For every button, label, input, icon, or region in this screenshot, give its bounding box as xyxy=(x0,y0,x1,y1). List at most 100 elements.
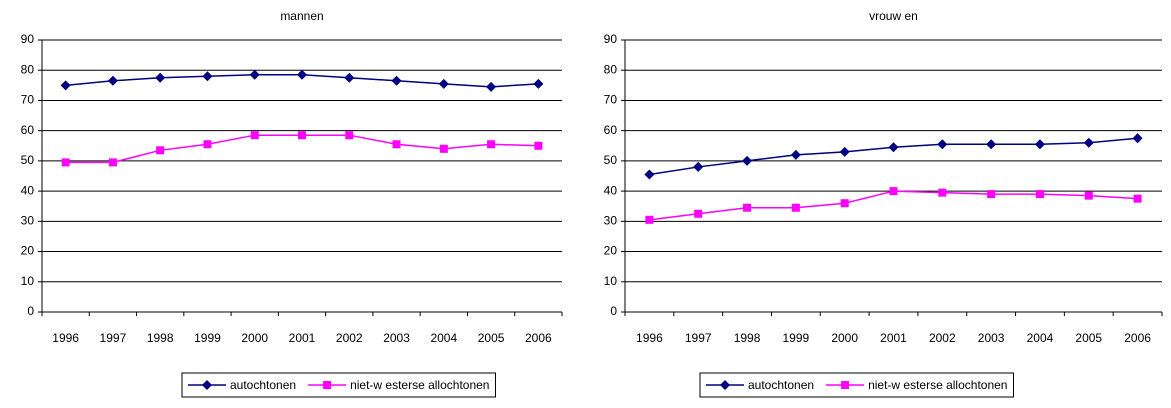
legend-label: autochtonen xyxy=(748,378,814,392)
marker xyxy=(438,78,449,89)
chart-title: mannen xyxy=(280,9,323,23)
marker xyxy=(202,71,213,82)
marker xyxy=(298,131,306,140)
marker xyxy=(986,139,997,150)
marker xyxy=(60,80,71,91)
marker xyxy=(693,161,704,172)
x-tick-label: 2004 xyxy=(1027,331,1054,345)
marker xyxy=(791,203,800,212)
x-tick-label: 1999 xyxy=(783,331,810,345)
marker xyxy=(108,158,117,167)
y-tick-label: 70 xyxy=(604,93,618,107)
marker xyxy=(645,215,654,224)
marker xyxy=(743,203,752,212)
marker xyxy=(202,380,212,390)
chart-title: vrouw en xyxy=(869,9,918,23)
x-tick-label: 2001 xyxy=(880,331,907,345)
x-tick-label: 2005 xyxy=(478,331,505,345)
marker xyxy=(250,131,259,140)
marker xyxy=(987,190,996,199)
y-tick-label: 0 xyxy=(610,304,617,318)
legend-label: niet-w esterse allochtonen xyxy=(868,378,1007,392)
x-tick-label: 2004 xyxy=(430,331,457,345)
marker xyxy=(107,75,118,86)
marker xyxy=(888,142,899,153)
marker xyxy=(1132,133,1143,144)
marker xyxy=(345,131,354,140)
y-tick-label: 60 xyxy=(604,123,618,137)
chart: vrouw en 0 10 20 30 40 50 60 70 80 90 1996 1997 1998 1… xyxy=(604,9,1163,398)
x-tick-label: 2001 xyxy=(289,331,316,345)
x-tick-label: 1998 xyxy=(147,331,174,345)
marker xyxy=(1133,194,1142,203)
y-tick-label: 50 xyxy=(604,153,618,167)
marker xyxy=(841,381,850,389)
legend: autochtonen niet-w esterse allochtonen xyxy=(699,372,1014,398)
series-line xyxy=(649,190,1138,221)
y-tick-label: 20 xyxy=(21,244,35,258)
marker xyxy=(344,72,355,83)
marker xyxy=(1084,191,1093,200)
marker xyxy=(1035,190,1044,199)
x-tick-label: 2006 xyxy=(525,331,552,345)
y-tick-label: 70 xyxy=(21,93,35,107)
marker xyxy=(61,158,70,167)
marker xyxy=(694,209,703,218)
marker xyxy=(203,140,212,149)
x-tick-label: 2003 xyxy=(383,331,410,345)
legend-label: niet-w esterse allochtonen xyxy=(350,378,489,392)
x-tick-label: 1997 xyxy=(100,331,127,345)
marker xyxy=(839,146,850,157)
marker xyxy=(392,140,401,149)
marker xyxy=(1083,137,1094,148)
x-tick-label: 2003 xyxy=(978,331,1005,345)
x-tick-label: 1996 xyxy=(636,331,663,345)
y-tick-label: 60 xyxy=(21,123,35,137)
series-line xyxy=(65,134,539,164)
marker xyxy=(323,381,332,389)
marker xyxy=(533,78,544,89)
legend-label: autochtonen xyxy=(230,378,296,392)
marker xyxy=(742,155,753,166)
marker xyxy=(790,149,801,160)
y-tick-label: 30 xyxy=(604,214,618,228)
x-tick-label: 2006 xyxy=(1124,331,1151,345)
marker xyxy=(155,72,166,83)
marker xyxy=(391,75,402,86)
marker xyxy=(487,140,496,149)
y-tick-label: 80 xyxy=(21,62,35,76)
marker xyxy=(937,139,948,150)
marker xyxy=(644,169,655,180)
x-tick-label: 1996 xyxy=(52,331,79,345)
y-tick-label: 90 xyxy=(604,32,618,46)
marker xyxy=(1034,139,1045,150)
x-tick-label: 1998 xyxy=(734,331,761,345)
x-tick-label: 2000 xyxy=(241,331,268,345)
x-tick-label: 1997 xyxy=(685,331,712,345)
y-tick-label: 50 xyxy=(21,153,35,167)
y-tick-label: 40 xyxy=(604,183,618,197)
y-tick-label: 90 xyxy=(21,32,35,46)
marker xyxy=(486,81,497,92)
legend: autochtonen niet-w esterse allochtonen xyxy=(181,372,496,398)
marker xyxy=(840,199,849,208)
x-tick-label: 2000 xyxy=(831,331,858,345)
marker xyxy=(938,188,947,197)
marker xyxy=(439,144,448,153)
y-tick-label: 40 xyxy=(21,183,35,197)
marker xyxy=(297,69,307,80)
y-tick-label: 0 xyxy=(27,304,34,318)
y-tick-label: 80 xyxy=(604,62,618,76)
chart: mannen 0 10 20 30 40 50 60 70 80 90 1996 1997 1998 199… xyxy=(21,9,563,398)
marker xyxy=(249,69,260,80)
y-tick-label: 10 xyxy=(21,274,35,288)
y-tick-label: 10 xyxy=(604,274,618,288)
marker xyxy=(156,146,165,155)
x-tick-label: 2002 xyxy=(929,331,956,345)
x-tick-label: 2005 xyxy=(1075,331,1102,345)
marker xyxy=(534,141,543,150)
y-tick-label: 30 xyxy=(21,214,35,228)
marker xyxy=(720,380,730,390)
marker xyxy=(889,187,898,196)
